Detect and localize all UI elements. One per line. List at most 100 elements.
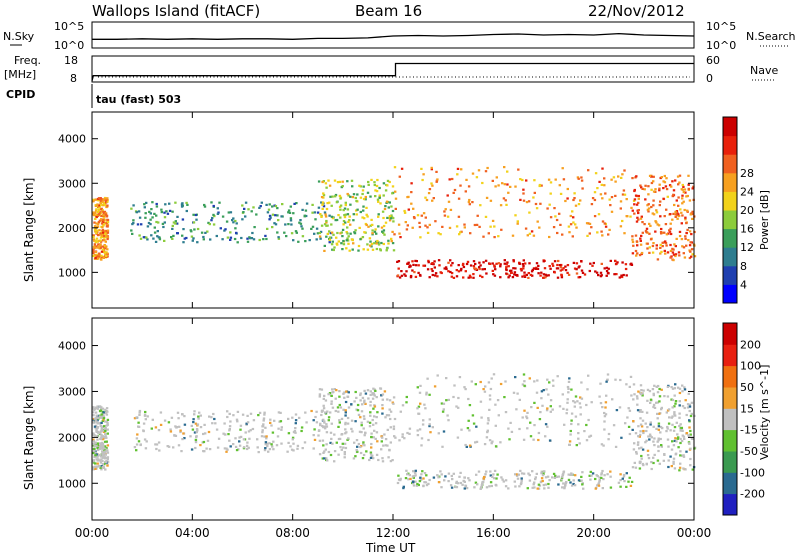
echo-cell [211, 216, 214, 220]
echo-cell [145, 201, 148, 204]
echo-cell [453, 188, 457, 192]
colorbar-swatch [723, 451, 737, 473]
echo-cell [349, 232, 352, 235]
echo-cell [169, 430, 173, 433]
echo-cell [328, 238, 332, 241]
echo-cell [652, 456, 655, 459]
echo-cell [627, 407, 630, 410]
echo-cell [580, 479, 583, 482]
echo-cell [92, 252, 95, 255]
echo-cell [98, 405, 102, 408]
echo-cell [317, 180, 321, 183]
echo-cell [479, 274, 482, 277]
echo-cell [362, 197, 366, 201]
echo-cell [265, 435, 268, 438]
echo-cell [665, 430, 668, 433]
echo-cell [106, 235, 109, 238]
echo-cell [246, 414, 249, 417]
echo-cell [229, 445, 232, 448]
echo-cell [609, 486, 613, 489]
echo-cell [628, 476, 631, 479]
echo-cell [418, 225, 422, 229]
echo-cell [490, 377, 493, 380]
echo-cell [497, 184, 500, 187]
echo-cell [104, 427, 107, 430]
echo-cell [100, 407, 103, 410]
echo-cell [678, 230, 682, 233]
echo-cell [652, 403, 656, 406]
echo-cell [648, 433, 652, 436]
echo-cell [137, 210, 141, 213]
echo-cell [406, 224, 409, 227]
echo-cell [226, 236, 230, 239]
colorbar-frame [722, 322, 738, 516]
echo-cell [484, 215, 488, 218]
echo-cell [358, 184, 361, 187]
echo-cell [106, 200, 109, 203]
echo-cell [202, 440, 206, 444]
echo-cell [99, 247, 102, 250]
echo-cell [380, 435, 383, 438]
echo-cell [363, 217, 366, 220]
echo-cell [94, 241, 97, 244]
noise-series-line [92, 32, 695, 40]
echo-cell [674, 414, 677, 417]
echo-cell [427, 259, 430, 262]
echo-cell [595, 271, 599, 274]
echo-cell [678, 234, 682, 238]
echo-cell [677, 204, 680, 207]
echo-cell [547, 486, 550, 489]
echo-cell [539, 274, 542, 277]
echo-cell [96, 447, 99, 450]
echo-cell [228, 429, 231, 432]
echo-cell [368, 421, 372, 424]
echo-cell [330, 243, 334, 246]
echo-cell [274, 214, 277, 217]
echo-cell [634, 466, 638, 469]
y-tick-label: 2000 [58, 431, 86, 444]
echo-cell [573, 484, 577, 487]
echo-cell [100, 468, 103, 471]
echo-cell [397, 223, 401, 226]
echo-cell [290, 448, 294, 451]
echo-cell [444, 266, 448, 269]
echo-cell [593, 198, 597, 202]
echo-cell [507, 265, 510, 268]
echo-cell [331, 391, 334, 394]
echo-cell [339, 204, 343, 207]
echo-cell [622, 273, 625, 277]
echo-cell [397, 474, 400, 477]
echo-cell [245, 444, 249, 447]
echo-cell [371, 397, 375, 400]
echo-cell [521, 178, 524, 182]
echo-cell [338, 180, 342, 183]
echo-cell [368, 237, 372, 240]
echo-cell [423, 264, 427, 267]
echo-cell [599, 382, 602, 385]
echo-cell [484, 385, 487, 388]
echo-cell [305, 421, 308, 424]
echo-cell [190, 230, 193, 233]
echo-cell [227, 433, 230, 436]
echo-cell [102, 250, 105, 253]
echo-cell [443, 214, 447, 217]
echo-cell [494, 424, 497, 427]
echo-cell [685, 432, 689, 435]
echo-cell [106, 252, 109, 255]
echo-cell [303, 214, 306, 217]
echo-cell [609, 470, 612, 473]
echo-cell [250, 210, 253, 213]
echo-cell [491, 262, 494, 265]
echo-cell [663, 231, 666, 234]
echo-cell [385, 247, 389, 250]
echo-cell [338, 205, 342, 208]
echo-cell [564, 483, 567, 486]
echo-cell [489, 481, 493, 484]
echo-cell [393, 233, 396, 236]
echo-cell [366, 389, 370, 392]
echo-cell [321, 424, 324, 428]
echo-cell [136, 223, 140, 226]
echo-cell [542, 389, 545, 392]
echo-cell [562, 267, 565, 270]
echo-cell [441, 225, 444, 228]
